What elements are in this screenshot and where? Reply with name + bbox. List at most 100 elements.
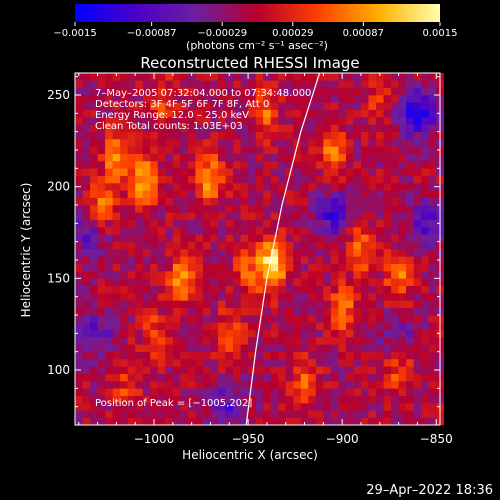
heatmap-cell — [398, 153, 407, 162]
heatmap-cell — [300, 102, 309, 110]
heatmap-cell — [150, 351, 159, 360]
heatmap-cell — [413, 417, 422, 426]
heatmap-cell — [323, 322, 332, 330]
heatmap-cell — [135, 285, 144, 294]
heatmap-cell — [97, 117, 106, 125]
heatmap-cell — [315, 417, 324, 426]
heatmap-cell — [398, 410, 407, 418]
heatmap-cell — [210, 263, 219, 272]
heatmap-cell — [217, 146, 226, 154]
heatmap-cell — [105, 183, 113, 191]
heatmap-cell — [112, 256, 121, 264]
heatmap-cell — [300, 190, 309, 198]
heatmap-cell — [398, 293, 407, 301]
heatmap-cell — [285, 271, 294, 279]
heatmap-cell — [391, 95, 399, 103]
heatmap-cell — [428, 366, 437, 374]
heatmap-cell — [406, 205, 414, 213]
heatmap-cell — [308, 366, 317, 374]
heatmap-cell — [308, 307, 317, 316]
heatmap-cell — [255, 373, 264, 382]
heatmap-cell — [330, 329, 339, 338]
heatmap-cell — [97, 395, 106, 404]
heatmap-cell — [406, 249, 414, 257]
heatmap-cell — [150, 212, 159, 220]
heatmap-cell — [217, 315, 226, 323]
heatmap-cell — [150, 131, 159, 140]
heatmap-cell — [391, 278, 399, 286]
heatmap-cell — [210, 234, 219, 242]
heatmap-cell — [285, 417, 294, 426]
heatmap-cell — [180, 109, 189, 118]
heatmap-cell — [120, 293, 128, 301]
heatmap-cell — [285, 256, 294, 264]
heatmap-cell — [187, 410, 196, 418]
heatmap-cell — [75, 219, 83, 228]
heatmap-cell — [383, 168, 392, 176]
heatmap-cell — [248, 403, 256, 411]
peak-position-label: Position of Peak = [−1005,202] — [95, 398, 252, 409]
heatmap-cell — [142, 300, 151, 308]
heatmap-cell — [330, 73, 339, 81]
heatmap-cell — [413, 161, 422, 169]
heatmap-cell — [135, 263, 144, 272]
heatmap-cell — [120, 359, 128, 367]
heatmap-cell — [413, 366, 422, 374]
heatmap-cell — [120, 271, 128, 279]
heatmap-cell — [172, 153, 181, 162]
heatmap-cell — [323, 153, 332, 162]
heatmap-cell — [255, 212, 264, 220]
heatmap-cell — [413, 285, 422, 294]
heatmap-cell — [330, 293, 339, 301]
heatmap-cell — [263, 307, 271, 316]
heatmap-cell — [421, 337, 430, 345]
heatmap-cell — [376, 293, 384, 301]
heatmap-cell — [300, 373, 309, 382]
heatmap-cell — [360, 300, 369, 308]
heatmap-cell — [217, 344, 226, 352]
heatmap-cell — [421, 366, 430, 374]
heatmap-cell — [165, 381, 174, 389]
heatmap-cell — [300, 337, 309, 345]
heatmap-cell — [82, 285, 91, 294]
heatmap-cell — [285, 351, 294, 360]
heatmap-cell — [105, 87, 113, 96]
heatmap-cell — [225, 73, 234, 81]
heatmap-cell — [421, 175, 430, 184]
heatmap-cell — [263, 212, 271, 220]
heatmap-cell — [406, 344, 414, 352]
heatmap-cell — [217, 227, 226, 235]
heatmap-cell — [428, 124, 437, 132]
heatmap-cell — [338, 190, 347, 198]
heatmap-cell — [368, 403, 377, 411]
heatmap-cell — [112, 131, 121, 140]
heatmap-cell — [195, 256, 204, 264]
heatmap-cell — [263, 417, 271, 426]
heatmap-cell — [428, 278, 437, 286]
heatmap-cell — [368, 227, 377, 235]
heatmap-cell — [255, 241, 264, 250]
heatmap-cell — [157, 271, 166, 279]
heatmap-cell — [300, 124, 309, 132]
heatmap-cell — [330, 139, 339, 147]
heatmap-cell — [308, 329, 317, 338]
heatmap-cell — [383, 381, 392, 389]
heatmap-cell — [75, 212, 83, 220]
heatmap-cell — [293, 285, 302, 294]
heatmap-cell — [263, 161, 271, 169]
heatmap-cell — [278, 293, 287, 301]
plot-frame — [74, 72, 441, 426]
heatmap-cell — [383, 175, 392, 184]
heatmap-cell — [225, 161, 234, 169]
heatmap-cell — [383, 403, 392, 411]
heatmap-cell — [338, 395, 347, 404]
heatmap-cell — [255, 271, 264, 279]
heatmap-cell — [135, 373, 144, 382]
heatmap-cell — [330, 153, 339, 162]
heatmap-cell — [202, 344, 211, 352]
heatmap-cell — [97, 212, 106, 220]
heatmap-cell — [225, 337, 234, 345]
heatmap-cell — [210, 197, 219, 206]
heatmap-cell — [180, 329, 189, 338]
heatmap-cell — [428, 205, 437, 213]
